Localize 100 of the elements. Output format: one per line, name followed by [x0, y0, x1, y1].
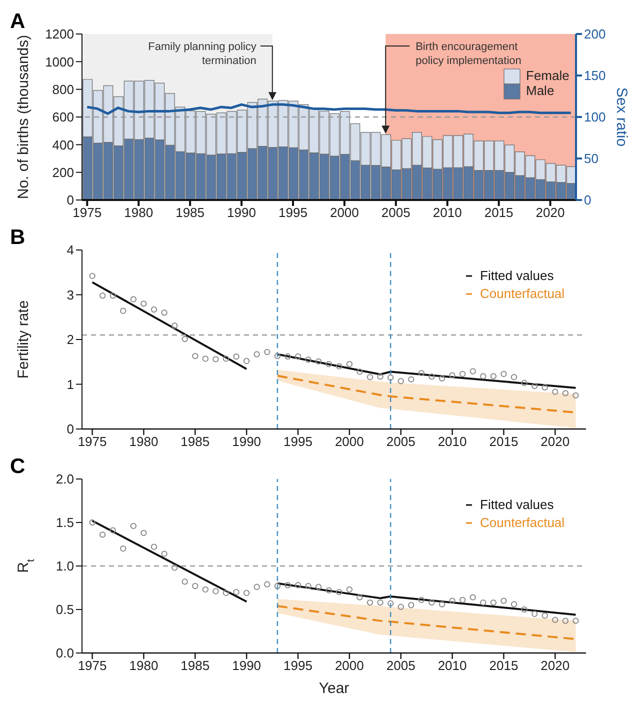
y-tick-label: 200 — [52, 164, 74, 180]
point — [480, 599, 486, 606]
point — [202, 586, 209, 593]
point — [521, 606, 528, 613]
y2-tick-label: 0 — [584, 192, 592, 208]
point — [572, 392, 579, 399]
x-tick-label: 1975 — [78, 434, 107, 450]
point — [264, 581, 270, 588]
x-tick-label: 2015 — [484, 205, 514, 220]
point — [233, 589, 240, 596]
point — [531, 382, 538, 390]
point — [449, 598, 456, 604]
point — [140, 530, 147, 536]
point — [99, 532, 106, 538]
point — [428, 599, 435, 606]
y-tick-label: 0.5 — [56, 602, 74, 618]
point — [192, 582, 198, 590]
point — [428, 374, 435, 380]
legend-label: Male — [526, 83, 554, 98]
x-tick-label: 1995 — [284, 658, 312, 674]
x-tick-label: 1990 — [232, 658, 262, 674]
x-tick-label: 2020 — [536, 205, 565, 220]
point — [284, 353, 291, 360]
point — [233, 353, 240, 360]
x-tick-label: 1980 — [129, 434, 158, 450]
point — [305, 582, 312, 590]
legend-label: Female — [526, 68, 570, 83]
x-tick-label: 2015 — [489, 434, 518, 450]
y2-tick-label: 150 — [584, 68, 606, 84]
point — [110, 527, 116, 534]
chart-title: B — [10, 226, 26, 249]
point — [510, 601, 518, 608]
legend-label: Fitted values — [480, 497, 554, 512]
x-tick-label: 1975 — [78, 658, 107, 674]
point — [552, 616, 558, 624]
point — [274, 352, 281, 360]
point — [202, 356, 209, 362]
point — [387, 374, 394, 381]
point — [89, 272, 96, 280]
x-tick-label: 2000 — [334, 658, 364, 674]
y-tick-label: 0 — [66, 422, 74, 437]
point — [366, 599, 374, 606]
y-axis-title: No. of births (thousands) — [15, 34, 32, 200]
point — [326, 361, 332, 368]
point — [243, 358, 250, 364]
y-tick-label: 800 — [52, 82, 74, 97]
point — [212, 588, 219, 594]
x-tick-label: 1975 — [72, 205, 102, 220]
point — [305, 356, 312, 363]
y-tick-label: 1.5 — [56, 515, 74, 530]
point — [326, 587, 332, 594]
x-tick-label: 1980 — [129, 658, 158, 674]
point — [182, 578, 188, 585]
y-axis-title: Fertility rate — [15, 300, 32, 379]
x-tick-label: 1980 — [124, 205, 154, 220]
x-tick-label: 2000 — [334, 434, 364, 450]
legend-label: Counterfactual — [480, 515, 565, 530]
point — [408, 602, 414, 608]
point — [140, 300, 147, 307]
point — [212, 356, 219, 362]
point — [377, 374, 384, 380]
y-tick-label: 1200 — [45, 26, 74, 42]
x-tick-label: 2010 — [432, 205, 462, 220]
line-series — [86, 103, 572, 115]
point — [387, 600, 394, 607]
point — [294, 353, 302, 360]
x-tick-label: 2005 — [386, 658, 416, 674]
point — [356, 368, 363, 375]
chart-title: A — [10, 10, 26, 33]
x-tick-label: 1985 — [176, 205, 205, 220]
point — [490, 599, 497, 606]
point — [418, 370, 425, 376]
point — [366, 374, 374, 380]
point — [480, 373, 486, 380]
y-tick-label: 1.0 — [56, 558, 74, 574]
point — [243, 590, 250, 596]
point — [552, 388, 558, 395]
y2-tick-label: 100 — [584, 110, 606, 125]
y2-axis-title: Sex ratio — [613, 87, 630, 147]
point — [120, 308, 126, 314]
y-tick-label: 0 — [66, 192, 74, 208]
x-tick-label: 1985 — [180, 658, 210, 674]
point — [222, 590, 230, 596]
point — [150, 306, 158, 313]
point — [254, 351, 260, 358]
point — [449, 372, 456, 378]
x-tick-label: 2000 — [330, 205, 359, 220]
point — [161, 310, 168, 316]
legend-label: Fitted values — [480, 268, 554, 283]
point — [542, 384, 548, 390]
point — [542, 612, 548, 619]
point — [315, 358, 322, 365]
x-tick-label: 1990 — [227, 205, 256, 220]
point — [438, 375, 446, 382]
y-tick-label: 400 — [52, 137, 74, 152]
x-tick-label: 2020 — [540, 658, 570, 674]
point — [182, 336, 188, 342]
y-tick-label: 1000 — [45, 54, 74, 70]
point — [336, 363, 342, 370]
point — [459, 370, 466, 378]
